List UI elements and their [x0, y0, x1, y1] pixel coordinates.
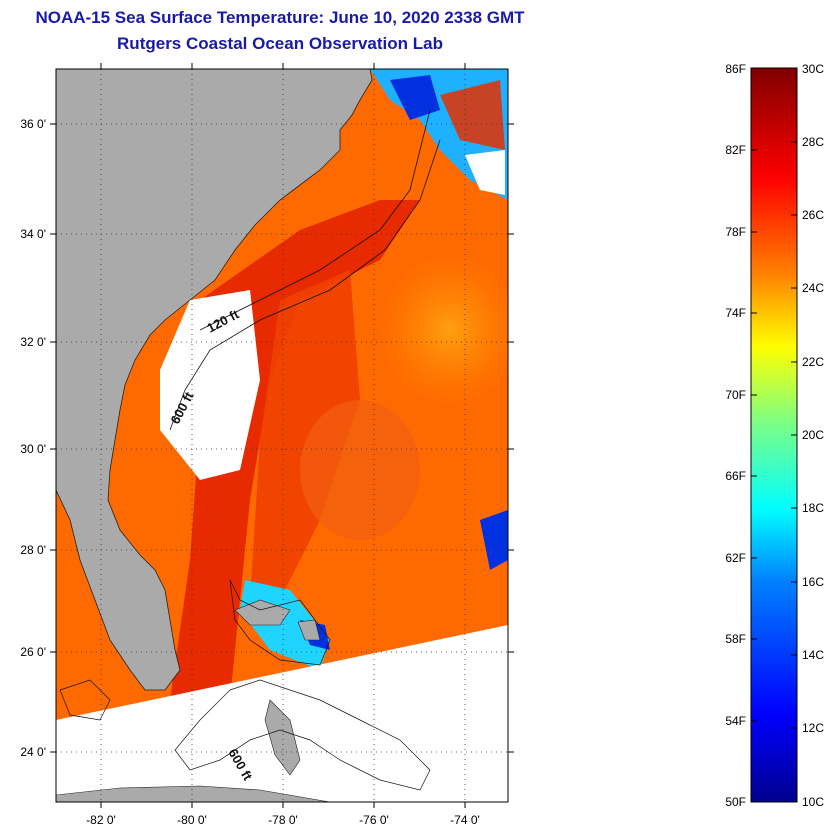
graticule: [56, 69, 508, 802]
warm-eddy: [380, 255, 508, 405]
colorbar-label-c: 12C: [802, 721, 824, 735]
contour-line-gulf: [59, 679, 111, 721]
colorbar-label-c: 18C: [802, 501, 824, 515]
colorbar-label-c: 24C: [802, 281, 824, 295]
colorbar-ticks: [751, 141, 797, 729]
axis-ticks: [50, 63, 514, 808]
cold-patch-ne: [390, 75, 440, 120]
cold-patch-east: [480, 510, 508, 570]
colorbar-label-f: 78F: [725, 225, 746, 239]
colorbar-label-f: 66F: [725, 469, 746, 483]
lon-label: -76 0': [359, 813, 389, 827]
colorbar-label-f: 62F: [725, 551, 746, 565]
colorbar-label-f: 70F: [725, 388, 746, 402]
colorbar-label-c: 10C: [802, 795, 824, 809]
cloud-cover: [160, 290, 260, 480]
colorbar-label-f: 58F: [725, 632, 746, 646]
lat-label: 26 0': [20, 645, 46, 659]
warm-patch-ne: [440, 80, 505, 150]
lat-label: 32 0': [20, 335, 46, 349]
contour-line-120ft: [199, 109, 431, 331]
colorbar-label-c: 26C: [802, 208, 824, 222]
colorbar-label-c: 14C: [802, 648, 824, 662]
island-abaco: [297, 619, 321, 641]
map-subtitle: Rutgers Coastal Ocean Observation Lab: [117, 34, 443, 53]
lat-label: 34 0': [20, 227, 46, 241]
map-title: NOAA-15 Sea Surface Temperature: June 10…: [35, 8, 525, 27]
colorbar-label-c: 22C: [802, 355, 824, 369]
lat-label: 24 0': [20, 745, 46, 759]
lat-label: 28 0': [20, 543, 46, 557]
colorbar-label-c: 20C: [802, 428, 824, 442]
colorbar: [750, 67, 798, 803]
colorbar-label-c: 16C: [802, 575, 824, 589]
land-mass-cuba: [56, 785, 331, 802]
contour-line-600ft: [169, 139, 441, 431]
contour-line-bahamas: [229, 579, 331, 666]
lon-label: -80 0': [177, 813, 207, 827]
colorbar-label-f: 54F: [725, 714, 746, 728]
island-andros: [264, 699, 301, 776]
colorbar-label-c: 30C: [802, 62, 824, 76]
warm-filament: [250, 270, 360, 600]
colorbar-label-c: 28C: [802, 135, 824, 149]
contour-line-bahamas-bank: [174, 679, 431, 791]
map-frame: [55, 68, 509, 803]
lon-label: -78 0': [268, 813, 298, 827]
lat-label: 30 0': [20, 442, 46, 456]
colorbar-label-f: 82F: [725, 143, 746, 157]
lat-label: 36 0': [20, 117, 46, 131]
lon-label: -82 0': [86, 813, 116, 827]
colorbar-label-f: 74F: [725, 306, 746, 320]
colorbar-label-f: 50F: [725, 795, 746, 809]
lon-label: -74 0': [450, 813, 480, 827]
land-mass-us: [56, 69, 373, 691]
colorbar-label-f: 86F: [725, 62, 746, 76]
cloud-patch-ne: [465, 150, 505, 195]
warm-patch: [300, 400, 420, 540]
